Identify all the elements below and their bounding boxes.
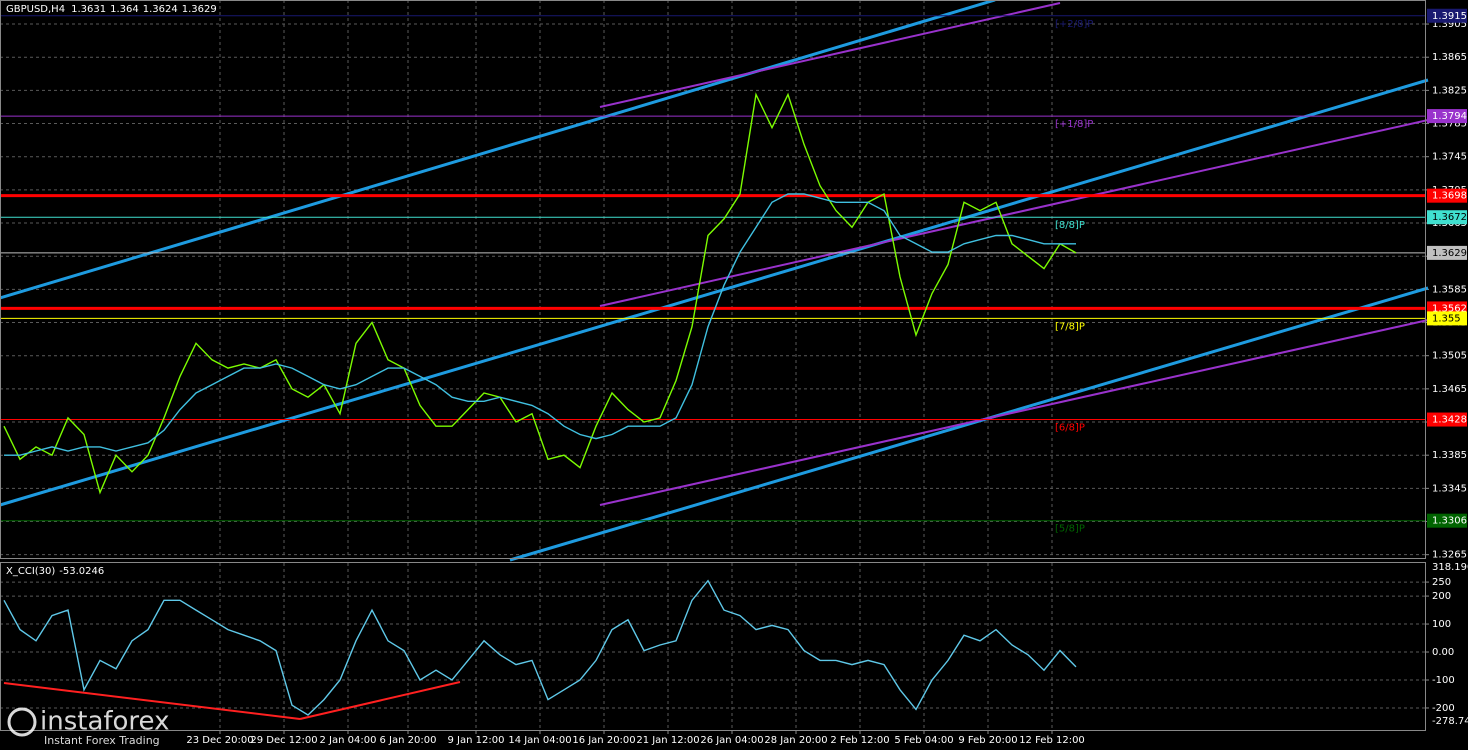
divergence-line xyxy=(3,682,301,720)
y-tick-label: 250 xyxy=(1432,577,1451,588)
y-tick-label: 1.3345 xyxy=(1432,483,1467,494)
level-label: [8/8]P xyxy=(1055,220,1085,231)
trend-channel xyxy=(0,78,1429,507)
symbol: GBPUSD,H4 xyxy=(6,4,65,15)
watermark-logo xyxy=(7,707,37,737)
y-tick-label: -100 xyxy=(1432,675,1455,686)
regression-channel xyxy=(599,2,1061,108)
y-tick-label: 1.3905 xyxy=(1432,19,1467,30)
y-axis-max-label: 318.1904 xyxy=(1432,562,1468,573)
frame xyxy=(0,0,1426,731)
high: 1.364 xyxy=(110,4,139,15)
grid-layer xyxy=(0,0,1429,734)
x-tick-label: 16 Jan 20:00 xyxy=(572,735,635,746)
level-tag-label: 1.3306 xyxy=(1432,516,1467,527)
series-line xyxy=(3,579,1077,716)
x-tick-label: 9 Jan 12:00 xyxy=(448,735,505,746)
level-tag-label: 1.3562 xyxy=(1432,303,1467,314)
divergence-line xyxy=(299,681,461,720)
regression-channel xyxy=(599,319,1429,506)
y-tick-label: 1.3745 xyxy=(1432,152,1467,163)
x-tick-label: 12 Feb 12:00 xyxy=(1019,735,1085,746)
y-tick-label: -200 xyxy=(1432,703,1455,714)
y-tick-label: 1.3865 xyxy=(1432,52,1467,63)
x-tick-label: 23 Dec 20:00 xyxy=(186,735,253,746)
watermark-tagline: Instant Forex Trading xyxy=(44,734,160,747)
open: 1.3631 xyxy=(71,4,106,15)
y-tick-label: 1.3465 xyxy=(1432,384,1467,395)
level-tag xyxy=(1427,109,1467,124)
indicator-value: -53.0246 xyxy=(59,566,104,577)
level-tag xyxy=(1427,412,1467,427)
drawing-layer xyxy=(0,0,1429,720)
y-tick-label: 1.3785 xyxy=(1432,119,1467,130)
level-tag xyxy=(1427,188,1467,203)
x-tick-label: 2 Feb 12:00 xyxy=(830,735,889,746)
level-tag-label: 1.3698 xyxy=(1432,191,1467,202)
level-label: [6/8]P xyxy=(1055,423,1085,434)
level-tag-label: 1.3629 xyxy=(1432,248,1467,259)
level-tag-label: 1.3428 xyxy=(1432,415,1467,426)
level-label: [7/8]P xyxy=(1055,321,1085,332)
low: 1.3624 xyxy=(143,4,178,15)
y-tick-label: 100 xyxy=(1432,619,1451,630)
x-tick-label: 29 Dec 12:00 xyxy=(250,735,317,746)
x-tick-label: 14 Jan 04:00 xyxy=(508,735,571,746)
level-tag-label: 1.3915 xyxy=(1432,11,1467,22)
y-tick-label: 1.3385 xyxy=(1432,450,1467,461)
data-layer xyxy=(0,15,1425,716)
regression-channel xyxy=(599,119,1429,307)
x-tick-label: 6 Jan 20:00 xyxy=(380,735,437,746)
watermark-brand: instaforex xyxy=(40,707,169,737)
level-tag xyxy=(1427,513,1467,528)
x-tick-label: 5 Feb 04:00 xyxy=(894,735,953,746)
level-tag xyxy=(1427,311,1467,326)
level-tag xyxy=(1427,210,1467,225)
level-label: [+2/8]P xyxy=(1055,19,1093,30)
y-axis-min-label: -278.742 xyxy=(1432,716,1468,727)
close: 1.3629 xyxy=(182,4,217,15)
chart-title: GBPUSD,H4 1.3631 1.364 1.3624 1.3629 xyxy=(6,4,217,15)
level-tag xyxy=(1427,8,1467,23)
level-tag-label: 1.355 xyxy=(1432,313,1461,324)
trend-channel xyxy=(0,0,996,300)
y-tick-label: 1.3265 xyxy=(1432,550,1467,561)
cci-panel-border xyxy=(0,562,1426,731)
y-tick-label: 1.3825 xyxy=(1432,85,1467,96)
x-tick-label: 9 Feb 20:00 xyxy=(958,735,1017,746)
price-panel-border xyxy=(0,0,1426,559)
indicator-title: X_CCI(30) -53.0246 xyxy=(6,566,104,577)
trend-channel xyxy=(509,286,1429,562)
x-tick-label: 21 Jan 12:00 xyxy=(636,735,699,746)
level-tag-label: 1.3794 xyxy=(1432,111,1467,122)
y-tick-label: 0.00 xyxy=(1432,647,1454,658)
text-layer: GBPUSD,H4 1.3631 1.364 1.3624 1.3629 X_CCI(3… xyxy=(6,4,1468,747)
indicator-name: X_CCI(30) xyxy=(6,566,55,577)
series-line xyxy=(4,193,1076,456)
series-line xyxy=(3,92,1077,495)
y-tick-label: 200 xyxy=(1432,591,1451,602)
level-tag xyxy=(1427,245,1467,260)
x-tick-label: 2 Jan 04:00 xyxy=(320,735,377,746)
x-tick-label: 26 Jan 04:00 xyxy=(700,735,763,746)
level-tag-label: 1.3672 xyxy=(1432,212,1467,223)
x-tick-label: 28 Jan 20:00 xyxy=(764,735,827,746)
level-label: [+1/8]P xyxy=(1055,119,1093,130)
y-tick-label: 1.3505 xyxy=(1432,351,1467,362)
level-label: [5/8]P xyxy=(1055,524,1085,535)
y-tick-label: 1.3585 xyxy=(1432,284,1467,295)
